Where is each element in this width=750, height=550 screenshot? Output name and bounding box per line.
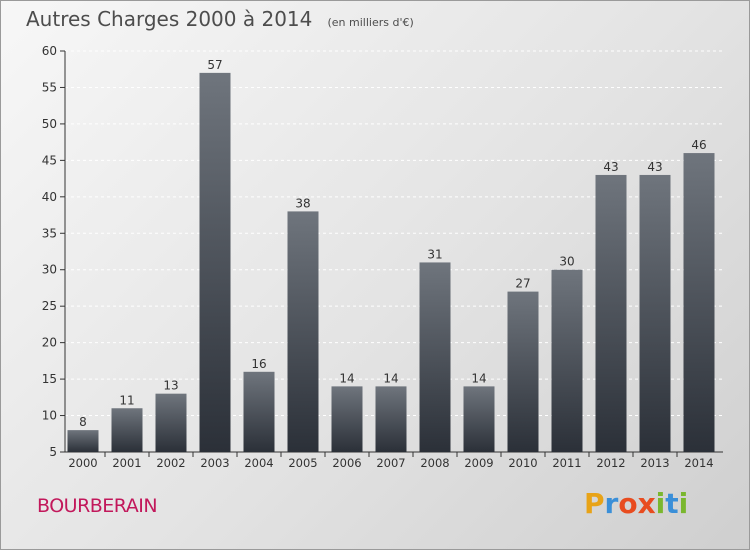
- bar: [463, 386, 495, 452]
- bar-value-label: 27: [515, 277, 530, 291]
- bar-value-label: 38: [295, 196, 310, 210]
- x-tick-label: 2006: [332, 456, 361, 470]
- bar-value-label: 43: [603, 160, 618, 174]
- brand-letter: P: [584, 487, 605, 520]
- x-tick-label: 2001: [112, 456, 141, 470]
- bar-value-label: 43: [647, 160, 662, 174]
- bar-value-label: 14: [471, 371, 486, 385]
- y-tick-label: 40: [42, 190, 57, 204]
- y-tick-label: 5: [49, 445, 57, 459]
- x-tick-label: 2012: [596, 456, 625, 470]
- brand-letter: i: [655, 487, 666, 520]
- y-tick-label: 35: [42, 226, 57, 240]
- bar: [683, 153, 715, 452]
- bar-value-label: 11: [119, 393, 134, 407]
- bar: [111, 408, 143, 452]
- y-tick-label: 55: [42, 80, 57, 94]
- bar: [287, 211, 319, 452]
- bar-value-label: 14: [383, 371, 398, 385]
- bar: [199, 72, 231, 452]
- y-tick-label: 10: [42, 409, 57, 423]
- y-tick-label: 20: [42, 336, 57, 350]
- y-tick-label: 45: [42, 153, 57, 167]
- y-tick-label: 60: [42, 44, 57, 58]
- bar-value-label: 13: [163, 379, 178, 393]
- bar: [507, 291, 539, 452]
- x-tick-label: 2008: [420, 456, 449, 470]
- x-tick-label: 2005: [288, 456, 317, 470]
- bar: [551, 269, 583, 452]
- x-tick-label: 2002: [156, 456, 185, 470]
- bar-value-label: 31: [427, 247, 442, 261]
- bar: [595, 174, 627, 453]
- x-tick-label: 2009: [464, 456, 493, 470]
- commune-name: BOURBERAIN: [37, 495, 158, 517]
- x-tick-label: 2013: [640, 456, 669, 470]
- bar-value-label: 8: [79, 415, 87, 429]
- bar: [67, 430, 99, 452]
- y-tick-label: 30: [42, 263, 57, 277]
- chart-subtitle: (en milliers d'€): [327, 16, 414, 29]
- chart-header: Autres Charges 2000 à 2014 (en milliers …: [26, 7, 414, 31]
- brand-letter: i: [678, 487, 689, 520]
- bar: [331, 386, 363, 452]
- x-tick-label: 2000: [68, 456, 97, 470]
- brand-letter: r: [604, 487, 619, 520]
- brand-letter: x: [637, 487, 656, 520]
- bar: [243, 371, 275, 452]
- x-tick-label: 2011: [552, 456, 581, 470]
- bar-value-label: 16: [251, 357, 266, 371]
- bar: [155, 393, 187, 452]
- proxiti-logo: Proxiti: [584, 487, 688, 520]
- y-tick-label: 15: [42, 372, 57, 386]
- brand-letter: o: [618, 487, 638, 520]
- y-tick-label: 50: [42, 117, 57, 131]
- bar-value-label: 30: [559, 255, 574, 269]
- bar-value-label: 57: [207, 58, 222, 72]
- x-tick-label: 2003: [200, 456, 229, 470]
- bar-value-label: 46: [691, 138, 706, 152]
- bar: [639, 174, 671, 453]
- brand-letter: t: [665, 487, 679, 520]
- y-tick-label: 25: [42, 299, 57, 313]
- bar: [419, 262, 451, 452]
- bar-value-label: 14: [339, 371, 354, 385]
- x-tick-label: 2007: [376, 456, 405, 470]
- chart-title: Autres Charges 2000 à 2014: [26, 7, 313, 31]
- x-tick-label: 2004: [244, 456, 273, 470]
- x-tick-label: 2010: [508, 456, 537, 470]
- x-tick-label: 2014: [684, 456, 713, 470]
- bar: [375, 386, 407, 452]
